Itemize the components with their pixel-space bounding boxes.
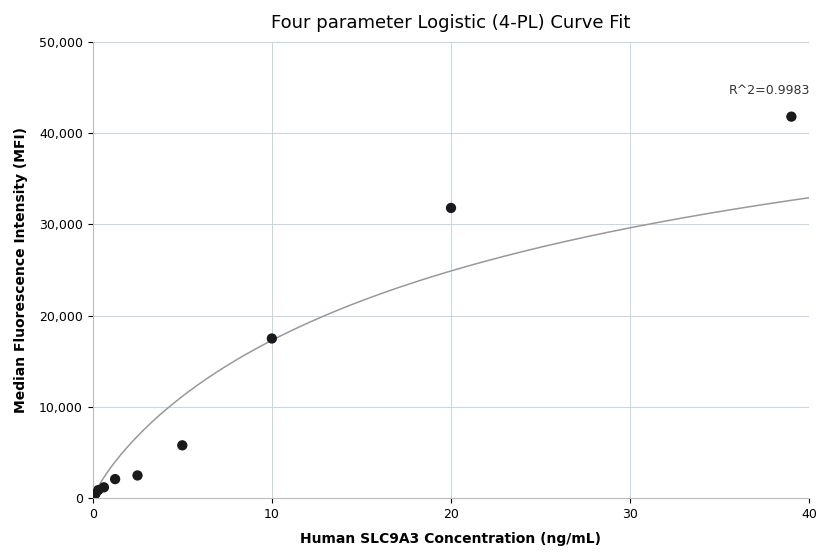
Point <box>92 486 105 494</box>
Y-axis label: Median Fluorescence Intensity (MFI): Median Fluorescence Intensity (MFI) <box>14 127 28 413</box>
Point <box>131 471 144 480</box>
Text: R^2=0.9983: R^2=0.9983 <box>729 83 810 96</box>
Point <box>89 489 102 498</box>
X-axis label: Human SLC9A3 Concentration (ng/mL): Human SLC9A3 Concentration (ng/mL) <box>300 532 602 546</box>
Point <box>265 334 279 343</box>
Point <box>97 483 111 492</box>
Point <box>444 203 458 212</box>
Point <box>176 441 189 450</box>
Title: Four parameter Logistic (4-PL) Curve Fit: Four parameter Logistic (4-PL) Curve Fit <box>271 14 631 32</box>
Point <box>108 475 121 484</box>
Point <box>785 112 798 121</box>
